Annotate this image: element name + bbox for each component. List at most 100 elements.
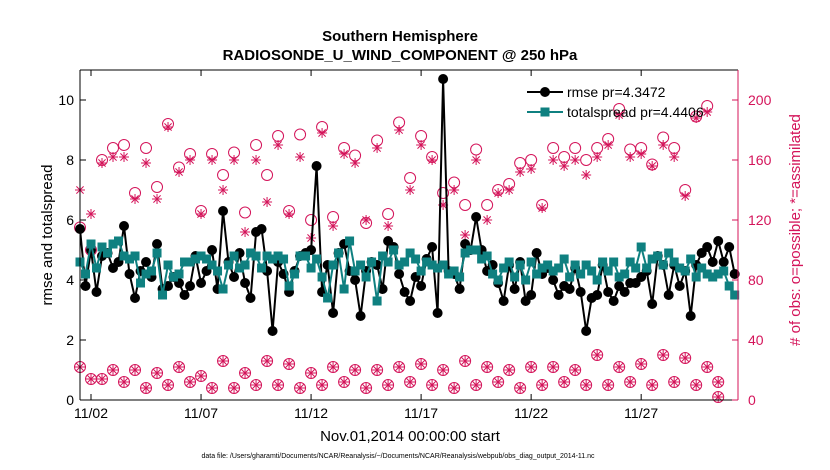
obs-assimilated-point — [240, 227, 251, 237]
rmse-point — [526, 290, 537, 300]
spread-point — [625, 257, 635, 267]
spread-point — [141, 269, 151, 279]
spread-point — [521, 275, 531, 285]
obs-low-assimilated-point — [350, 365, 361, 375]
obs-low-assimilated-point — [603, 380, 614, 390]
obs-low-assimilated-point — [196, 371, 207, 381]
spread-point — [114, 236, 124, 246]
spread-point — [103, 248, 113, 258]
obs-low-possible-point — [261, 355, 274, 367]
obs-low-possible-point — [624, 376, 637, 388]
obs-assimilated-point — [493, 188, 504, 198]
obs-low-possible-point — [569, 364, 582, 376]
rmse-point — [592, 290, 603, 300]
spread-point — [169, 272, 179, 282]
obs-possible-point — [437, 187, 450, 199]
chart-marks — [74, 74, 740, 403]
rmse-point — [80, 281, 91, 291]
obs-assimilated-point — [339, 149, 350, 159]
obs-possible-point — [580, 154, 593, 166]
obs-low-assimilated-point — [416, 359, 427, 369]
spread-point — [455, 272, 465, 282]
obs-low-assimilated-point — [130, 365, 141, 375]
obs-low-possible-point — [613, 361, 626, 373]
y-tick-label-left: 8 — [66, 152, 74, 168]
obs-possible-point — [261, 169, 274, 181]
y-tick-label-right: 80 — [748, 272, 764, 288]
rmse-point — [394, 269, 405, 279]
obs-assimilated-point — [416, 140, 427, 150]
spread-point — [609, 257, 619, 267]
obs-assimilated-point — [405, 185, 416, 195]
obs-assimilated-point — [229, 155, 240, 165]
obs-low-possible-point — [272, 379, 285, 391]
obs-assimilated-point — [427, 155, 438, 165]
spread-point — [345, 236, 355, 246]
rmse-point — [91, 287, 102, 297]
spread-point — [620, 269, 630, 279]
spread-point — [180, 257, 190, 267]
spread-point — [559, 254, 569, 264]
obs-low-possible-point — [250, 379, 263, 391]
obs-assimilated-point — [515, 167, 526, 177]
obs-low-possible-point — [371, 364, 384, 376]
obs-low-possible-point — [558, 376, 571, 388]
y-tick-label-right: 200 — [748, 92, 772, 108]
obs-low-assimilated-point — [438, 365, 449, 375]
obs-low-possible-point — [481, 361, 494, 373]
spread-point — [262, 251, 272, 261]
obs-possible-point — [404, 172, 417, 184]
obs-low-assimilated-point — [394, 362, 405, 372]
spread-point — [257, 263, 267, 273]
spread-point — [301, 251, 311, 261]
obs-assimilated-point — [328, 221, 339, 231]
x-axis-label: Nov.01,2014 00:00:00 start — [320, 428, 501, 445]
obs-low-possible-point — [107, 364, 120, 376]
spread-point — [724, 281, 734, 291]
obs-assimilated-point — [218, 185, 229, 195]
spread-point — [394, 260, 404, 270]
spread-point — [504, 257, 514, 267]
spread-point — [581, 260, 591, 270]
rmse-point — [548, 275, 559, 285]
obs-low-assimilated-point — [460, 356, 471, 366]
x-tick-label: 11/22 — [514, 405, 548, 421]
spread-point — [510, 272, 520, 282]
rmse-point — [729, 269, 740, 279]
obs-low-possible-point — [316, 379, 329, 391]
spread-point — [92, 263, 102, 273]
rmse-point — [498, 296, 509, 306]
obs-assimilated-point — [97, 158, 108, 168]
obs-low-assimilated-point — [493, 377, 504, 387]
obs-assimilated-point — [669, 152, 680, 162]
spread-point — [295, 251, 305, 261]
obs-low-assimilated-point — [702, 362, 713, 372]
obs-assimilated-point — [130, 194, 141, 204]
rmse-point — [575, 287, 586, 297]
obs-possible-point — [294, 128, 307, 141]
rmse-point — [509, 284, 520, 294]
spread-point — [279, 254, 289, 264]
spread-point — [130, 251, 140, 261]
obs-low-possible-point — [162, 379, 175, 391]
rmse-point — [619, 287, 630, 297]
spread-point — [411, 254, 421, 264]
obs-assimilated-point — [471, 155, 482, 165]
y-tick-label-right: 160 — [748, 152, 772, 168]
obs-low-assimilated-point — [240, 368, 251, 378]
obs-low-possible-point — [382, 379, 395, 391]
rmse-point — [707, 257, 718, 267]
spread-point — [158, 290, 168, 300]
spread-point — [306, 263, 316, 273]
obs-low-assimilated-point — [713, 377, 724, 387]
obs-low-assimilated-point — [218, 356, 229, 366]
obs-low-assimilated-point — [515, 383, 526, 393]
rmse-point — [724, 242, 735, 252]
y-tick-label-right: 40 — [748, 332, 764, 348]
spread-point — [213, 266, 223, 276]
rmse-point — [399, 287, 410, 297]
spread-point — [328, 260, 338, 270]
obs-assimilated-point — [207, 155, 218, 165]
spread-point — [603, 266, 613, 276]
obs-low-possible-point — [635, 358, 648, 370]
